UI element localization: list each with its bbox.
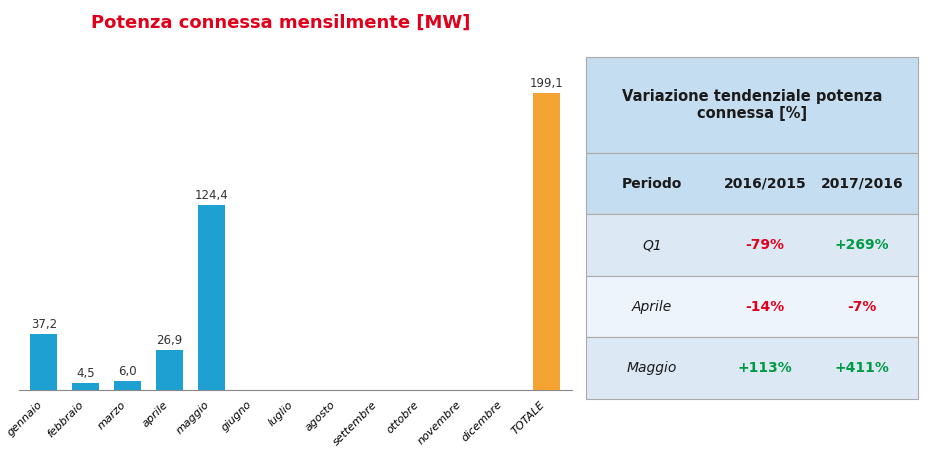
Text: -7%: -7%	[846, 300, 875, 314]
Bar	[533, 94, 560, 390]
Text: -14%: -14%	[745, 300, 784, 314]
Bar	[155, 350, 183, 389]
Text: Periodo: Periodo	[622, 177, 681, 190]
Bar	[197, 205, 225, 390]
Text: Maggio: Maggio	[626, 361, 677, 375]
Bar	[585, 57, 917, 153]
Text: Q1: Q1	[641, 238, 662, 252]
Text: 6,0: 6,0	[118, 365, 137, 378]
Text: 37,2: 37,2	[31, 318, 57, 331]
Text: 26,9: 26,9	[156, 333, 183, 347]
Bar	[585, 153, 917, 214]
Text: 4,5: 4,5	[77, 367, 95, 380]
Text: Variazione tendenziale potenza
connessa [%]: Variazione tendenziale potenza connessa …	[622, 89, 881, 121]
Text: 2016/2015: 2016/2015	[724, 177, 806, 190]
Text: +411%: +411%	[833, 361, 888, 375]
Text: Aprile: Aprile	[632, 300, 671, 314]
Text: 2017/2016: 2017/2016	[820, 177, 902, 190]
Bar	[585, 337, 917, 399]
Bar	[72, 383, 99, 390]
Text: Potenza connessa mensilmente [MW]: Potenza connessa mensilmente [MW]	[92, 14, 470, 32]
Text: -79%: -79%	[745, 238, 784, 252]
Bar	[585, 214, 917, 276]
Text: 124,4: 124,4	[195, 189, 228, 201]
Text: +269%: +269%	[834, 238, 888, 252]
Text: +113%: +113%	[737, 361, 792, 375]
Bar	[30, 334, 57, 390]
Text: 199,1: 199,1	[529, 77, 563, 90]
Bar	[585, 276, 917, 337]
Bar	[114, 380, 141, 390]
